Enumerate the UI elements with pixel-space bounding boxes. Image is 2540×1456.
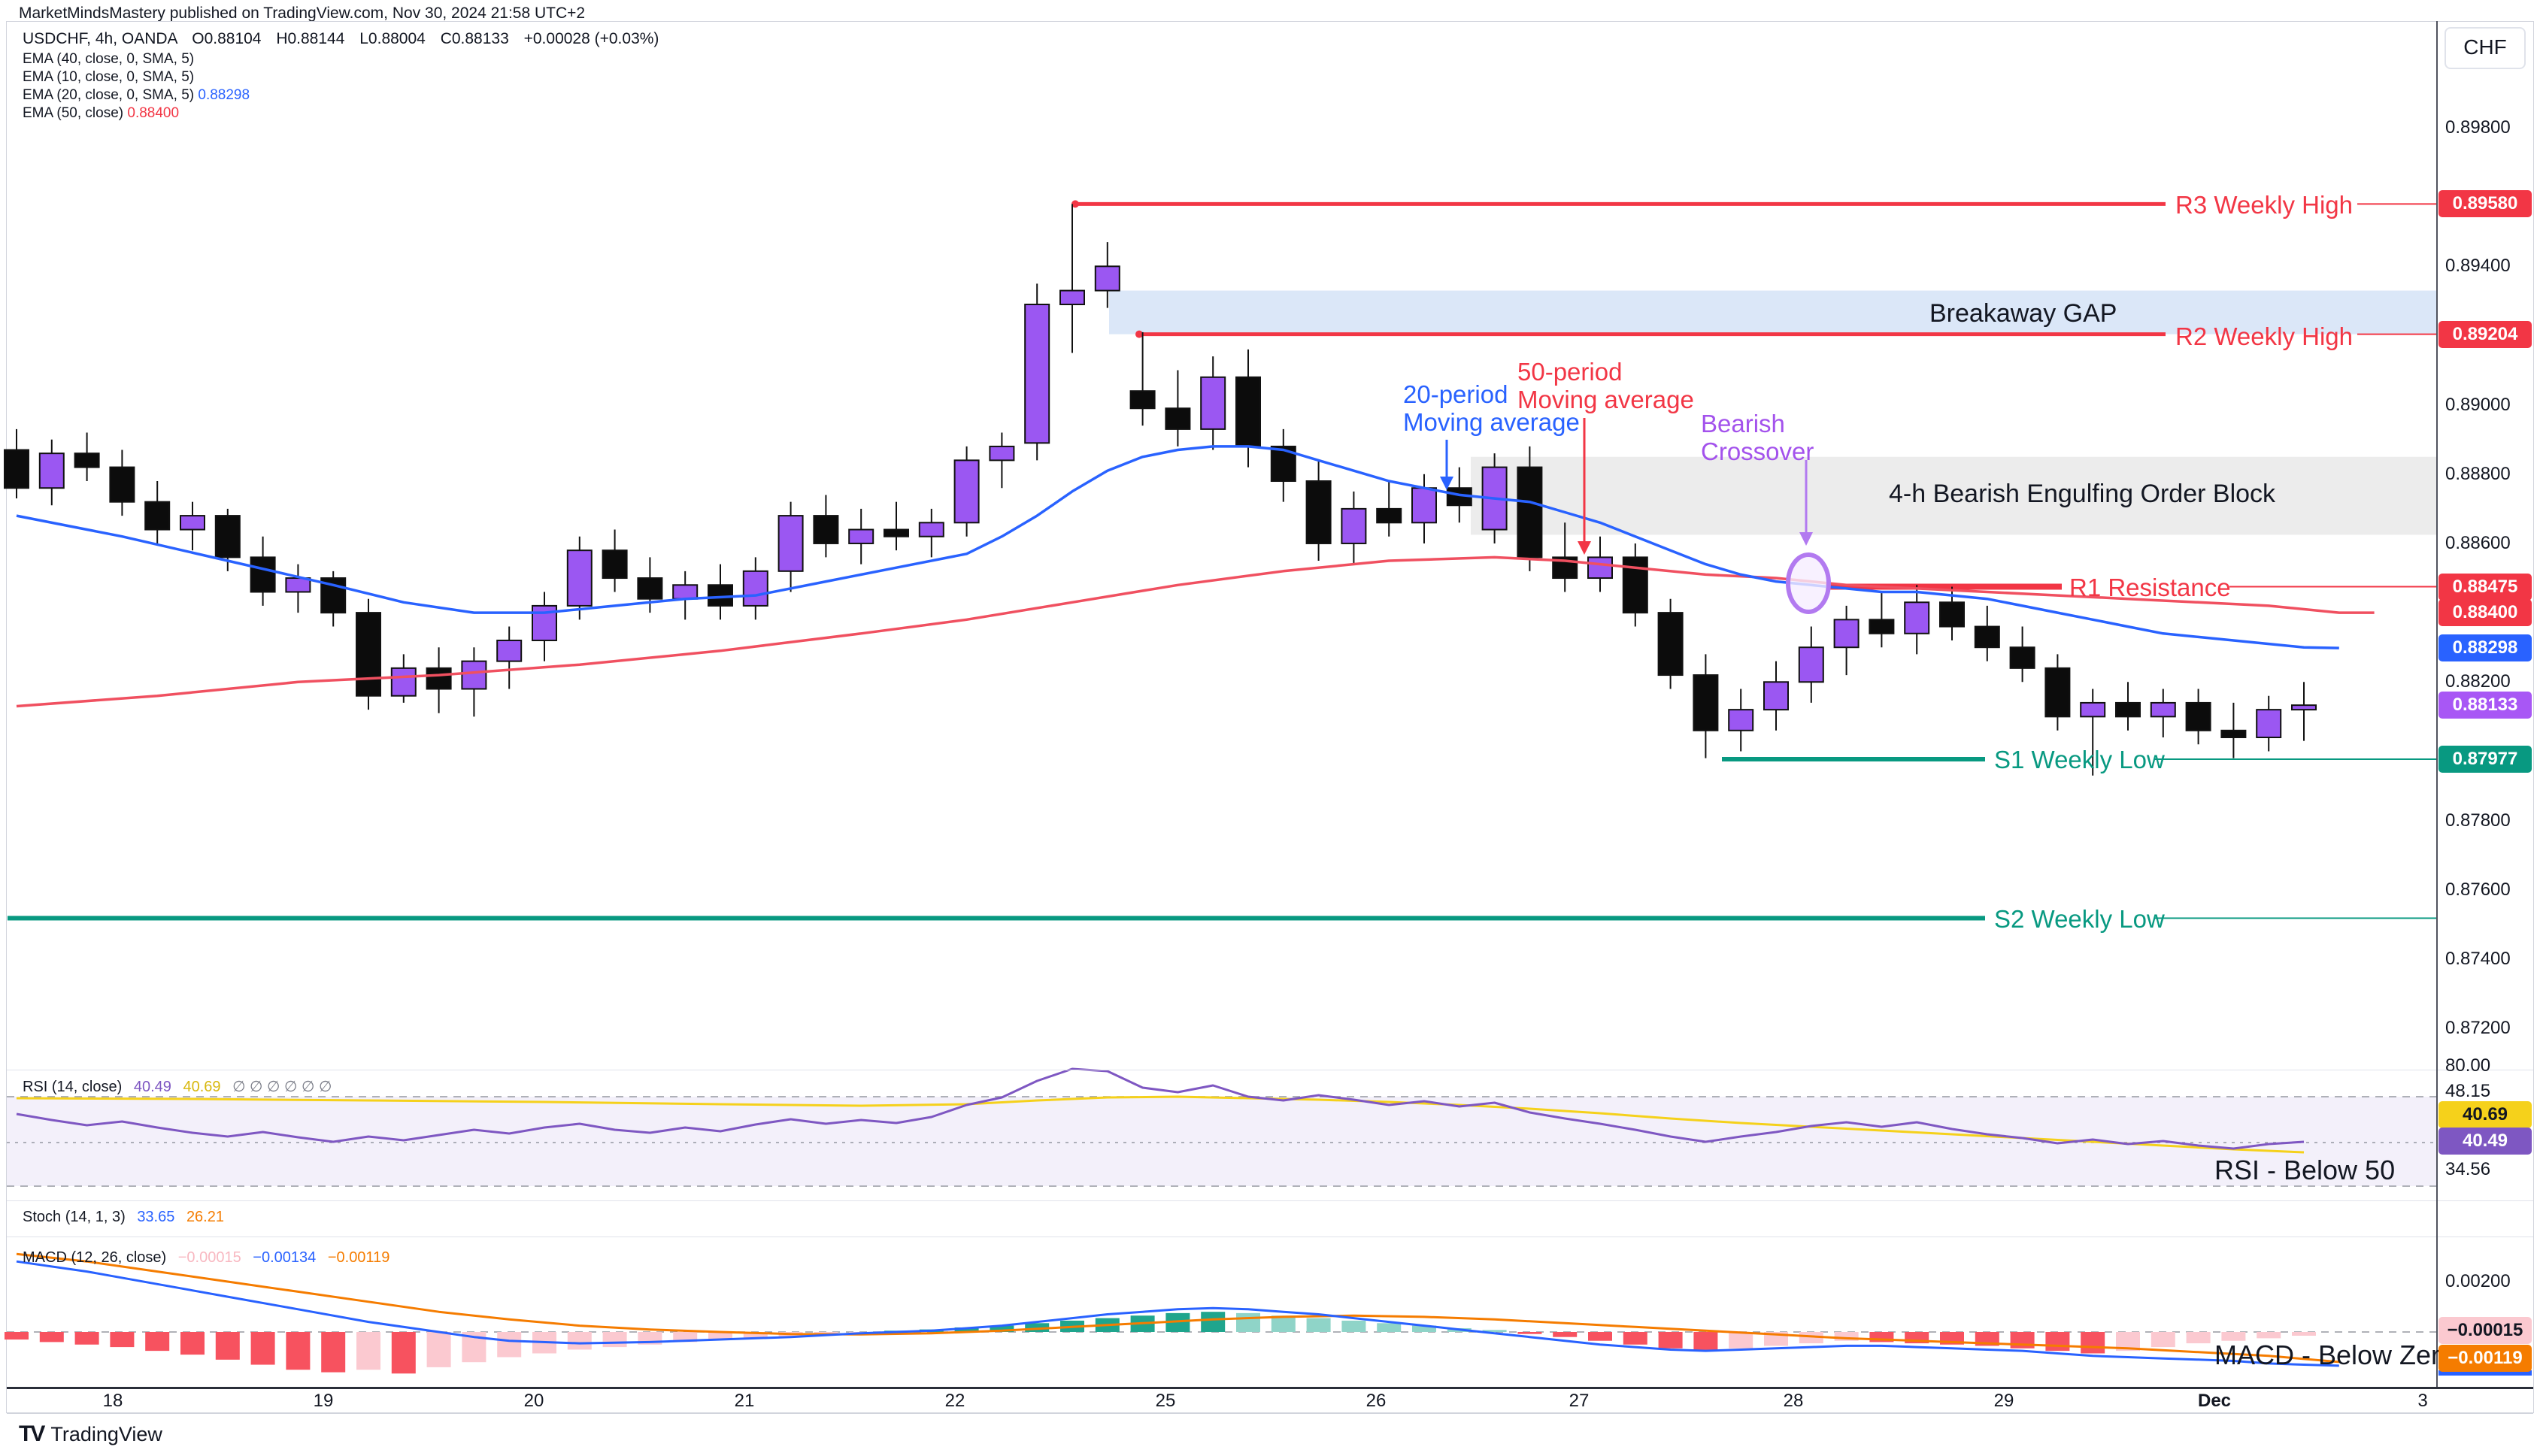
time-label[interactable]: 26 xyxy=(1365,1391,1387,1411)
bearish-callout-line2: Crossover xyxy=(1701,437,1814,465)
price-tick: 0.87600 xyxy=(2445,879,2511,900)
price-badge: 0.89580 xyxy=(2438,190,2532,218)
stoch-k-value: 33.65 xyxy=(137,1209,175,1225)
publish-header: MarketMindsMastery published on TradingV… xyxy=(19,5,586,22)
ma50-callout-line1: 50-period xyxy=(1517,358,1623,386)
order-block-label[interactable]: 4-h Bearish Engulfing Order Block xyxy=(1889,480,2276,508)
macd-value-badge-sliver xyxy=(2438,1370,2532,1376)
r2-label[interactable]: R2 Weekly High xyxy=(2175,322,2353,350)
price-tick: 0.89000 xyxy=(2445,394,2511,415)
price-tick: 0.89800 xyxy=(2445,117,2511,138)
rsi-tick: 34.56 xyxy=(2445,1159,2491,1179)
price-badge: 0.87977 xyxy=(2438,746,2532,773)
time-label[interactable]: 22 xyxy=(944,1391,965,1411)
macd-note[interactable]: MACD - Below Zero xyxy=(2214,1339,2456,1370)
footer: TV TradingView xyxy=(19,1421,162,1447)
ohlc-open: O0.88104 xyxy=(192,30,262,47)
ma50-callout-line2: Moving average xyxy=(1517,386,1694,413)
time-label[interactable]: Dec xyxy=(2197,1391,2232,1411)
rsi-legend-label: RSI (14, close) xyxy=(23,1079,123,1095)
price-tick: 0.89400 xyxy=(2445,256,2511,277)
r3-label[interactable]: R3 Weekly High xyxy=(2175,191,2353,219)
ohlc-high: H0.88144 xyxy=(276,30,345,47)
time-label[interactable]: 28 xyxy=(1783,1391,1804,1411)
time-label[interactable]: 25 xyxy=(1155,1391,1176,1411)
ema10-legend[interactable]: EMA (10, close, 0, SMA, 5) xyxy=(23,68,659,86)
time-axis-border xyxy=(7,1387,2533,1389)
rsi-ma-value: 40.69 xyxy=(183,1079,221,1095)
chart-legend: USDCHF, 4h, OANDA O0.88104 H0.88144 L0.8… xyxy=(23,30,659,123)
time-label[interactable]: 29 xyxy=(1993,1391,2014,1411)
price-tick: 0.88600 xyxy=(2445,532,2511,553)
macd-signal-value: −0.00119 xyxy=(327,1249,390,1266)
stoch-legend-label: Stoch (14, 1, 3) xyxy=(23,1209,126,1225)
stoch-d-value: 26.21 xyxy=(186,1209,224,1225)
footer-divider xyxy=(7,1413,2533,1414)
symbol-title: USDCHF, 4h, OANDA xyxy=(23,30,177,47)
macd-hist-value: −0.00015 xyxy=(177,1249,241,1266)
s2-label[interactable]: S2 Weekly Low xyxy=(1994,905,2165,933)
ema20-legend[interactable]: EMA (20, close, 0, SMA, 5) 0.88298 xyxy=(23,86,659,104)
ema10-label: EMA (10, close, 0, SMA, 5) xyxy=(23,69,195,85)
ema50-legend[interactable]: EMA (50, close) 0.88400 xyxy=(23,104,659,123)
ema20-value: 0.88298 xyxy=(198,87,250,103)
time-label[interactable]: 18 xyxy=(102,1391,123,1411)
time-label[interactable]: 3 xyxy=(2417,1391,2428,1411)
r1-label[interactable]: R1 Resistance xyxy=(2069,574,2231,601)
macd-tick: 0.00200 xyxy=(2445,1271,2511,1291)
price-tick: 0.88200 xyxy=(2445,671,2511,692)
ema40-label: EMA (40, close, 0, SMA, 5) xyxy=(23,51,195,67)
time-label[interactable]: 20 xyxy=(523,1391,544,1411)
ema50-value: 0.88400 xyxy=(127,105,180,121)
price-badge: 0.89204 xyxy=(2438,320,2532,348)
currency-button[interactable]: CHF xyxy=(2445,27,2526,69)
tradingview-logo-icon[interactable]: TV xyxy=(19,1421,45,1446)
time-label[interactable]: 27 xyxy=(1569,1391,1590,1411)
price-tick: 0.87800 xyxy=(2445,810,2511,831)
price-badge: 0.88298 xyxy=(2438,634,2532,662)
time-label[interactable]: 19 xyxy=(313,1391,334,1411)
ohlc-low: L0.88004 xyxy=(359,30,426,47)
price-tick: 0.87200 xyxy=(2445,1018,2511,1039)
price-axis-border xyxy=(2436,21,2438,1387)
rsi-legend[interactable]: RSI (14, close) 40.49 40.69 ∅ ∅ ∅ ∅ ∅ ∅ xyxy=(23,1077,339,1096)
pane-divider-stoch[interactable] xyxy=(7,1200,2533,1201)
price-tick: 0.87400 xyxy=(2445,948,2511,969)
ma50-callout[interactable]: 50-period Moving average xyxy=(1517,358,1694,413)
ema50-label: EMA (50, close) xyxy=(23,105,124,121)
macd-legend-label: MACD (12, 26, close) xyxy=(23,1249,167,1266)
ohlc-change: +0.00028 (+0.03%) xyxy=(523,30,659,47)
s1-label[interactable]: S1 Weekly Low xyxy=(1994,746,2165,773)
price-tick: 0.88800 xyxy=(2445,463,2511,484)
rsi-value: 40.49 xyxy=(133,1079,171,1095)
tradingview-wordmark[interactable]: TradingView xyxy=(50,1422,162,1445)
ma20-callout[interactable]: 20-period Moving average xyxy=(1403,380,1580,436)
ema20-label: EMA (20, close, 0, SMA, 5) xyxy=(23,87,195,103)
macd-legend[interactable]: MACD (12, 26, close) −0.00015 −0.00134 −… xyxy=(23,1249,397,1267)
price-badge: 0.88400 xyxy=(2438,599,2532,627)
macd-badge: −0.00015 xyxy=(2438,1317,2532,1344)
rsi-badge: 40.49 xyxy=(2438,1128,2532,1155)
time-label[interactable]: 21 xyxy=(734,1391,755,1411)
rsi-empty-slots: ∅ ∅ ∅ ∅ ∅ ∅ xyxy=(232,1079,332,1095)
chart-frame xyxy=(6,21,2534,1413)
bearish-crossover-callout[interactable]: Bearish Crossover xyxy=(1701,410,1814,465)
breakaway-gap-label[interactable]: Breakaway GAP xyxy=(1929,299,2117,328)
rsi-tick: 48.15 xyxy=(2445,1081,2491,1101)
price-badge: 0.88133 xyxy=(2438,692,2532,719)
stoch-legend[interactable]: Stoch (14, 1, 3) 33.65 26.21 xyxy=(23,1209,232,1226)
ema40-legend[interactable]: EMA (40, close, 0, SMA, 5) xyxy=(23,50,659,68)
symbol-row[interactable]: USDCHF, 4h, OANDA O0.88104 H0.88144 L0.8… xyxy=(23,30,659,48)
ohlc-close: C0.88133 xyxy=(440,30,509,47)
rsi-tick: 80.00 xyxy=(2445,1055,2491,1076)
bearish-callout-line1: Bearish xyxy=(1701,410,1785,437)
ma20-callout-line2: Moving average xyxy=(1403,408,1580,436)
macd-line-value: −0.00134 xyxy=(253,1249,317,1266)
macd-badge: −0.00119 xyxy=(2438,1345,2532,1372)
price-badge: 0.88475 xyxy=(2438,573,2532,601)
rsi-note[interactable]: RSI - Below 50 xyxy=(2214,1155,2396,1185)
ma20-callout-line1: 20-period xyxy=(1403,380,1508,408)
rsi-badge: 40.69 xyxy=(2438,1101,2532,1128)
